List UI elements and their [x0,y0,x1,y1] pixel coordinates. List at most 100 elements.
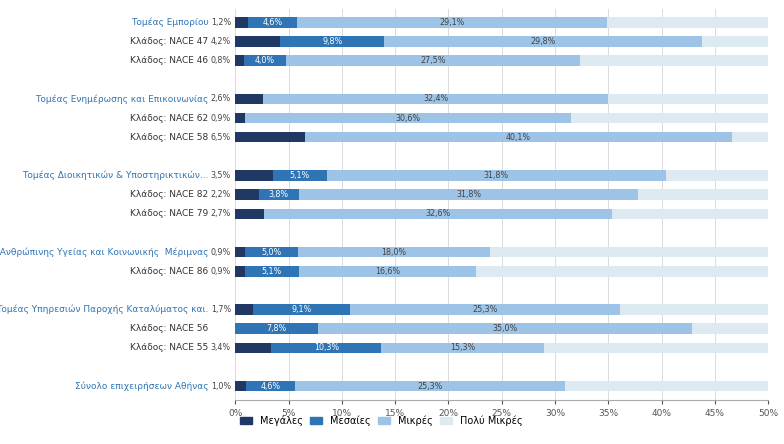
Text: Κλάδος: NACE 55: Κλάδος: NACE 55 [130,343,209,353]
Text: 35,0%: 35,0% [492,324,517,333]
Legend: Μεγάλες, Μεσαίες, Μικρές, Πολύ Μικρές: Μεγάλες, Μεσαίες, Μικρές, Πολύ Μικρές [240,416,523,426]
Text: 0,8%: 0,8% [211,56,231,65]
Bar [638,190,784,200]
Text: 32,4%: 32,4% [423,95,448,103]
Bar [350,304,620,315]
Bar [235,132,304,143]
Bar [245,113,571,123]
Bar [235,381,246,392]
Bar [245,247,298,258]
Text: Κλάδος: NACE 58: Κλάδος: NACE 58 [130,133,209,142]
Text: 29,1%: 29,1% [440,18,465,27]
Bar [235,36,280,47]
Bar [298,247,490,258]
Text: 7,8%: 7,8% [267,324,287,333]
Text: 4,6%: 4,6% [260,382,281,391]
Bar [299,190,638,200]
Bar [235,56,244,66]
Text: 15,3%: 15,3% [450,343,475,353]
Text: 30,6%: 30,6% [395,114,420,123]
Text: 5,0%: 5,0% [261,248,281,257]
Bar [244,56,286,66]
Text: 4,2%: 4,2% [211,37,231,46]
Text: 40,1%: 40,1% [506,133,531,142]
Bar [327,170,666,181]
Text: 0,9%: 0,9% [211,267,231,276]
Text: 1,2%: 1,2% [211,18,231,27]
Bar [318,324,691,334]
Bar [235,17,248,28]
Text: 3,5%: 3,5% [211,171,231,180]
Bar [235,209,264,219]
Bar [732,132,784,143]
Text: 25,3%: 25,3% [417,382,442,391]
Bar [259,190,299,200]
Bar [608,17,784,28]
Text: Κλάδος: NACE 46: Κλάδος: NACE 46 [130,56,209,65]
Bar [263,94,608,104]
Text: 16,6%: 16,6% [375,267,401,276]
Text: Σύνολο επιχειρήσεων Αθήνας: Σύνολο επιχειρήσεων Αθήνας [75,381,209,391]
Text: 1,0%: 1,0% [211,382,231,391]
Text: 29,8%: 29,8% [531,37,556,46]
Bar [608,94,784,104]
Text: 5,1%: 5,1% [262,267,282,276]
Text: Τομέας Υπηρεσιών Παροχής Καταλύματος και.: Τομέας Υπηρεσιών Παροχής Καταλύματος και… [0,305,209,314]
Text: Κλάδος: NACE 86: Κλάδος: NACE 86 [130,267,209,276]
Bar [235,324,318,334]
Text: 4,6%: 4,6% [263,18,282,27]
Bar [476,266,784,277]
Text: 1,7%: 1,7% [211,305,231,314]
Text: 3,8%: 3,8% [269,190,289,199]
Bar [544,343,784,353]
Bar [571,113,784,123]
Bar [666,170,784,181]
Text: 2,6%: 2,6% [211,95,231,103]
Text: 6,5%: 6,5% [211,133,231,142]
Bar [384,36,702,47]
Text: 4,0%: 4,0% [255,56,275,65]
Bar [273,170,327,181]
Text: 2,2%: 2,2% [211,190,231,199]
Text: 27,5%: 27,5% [420,56,446,65]
Text: Κλάδος: NACE 62: Κλάδος: NACE 62 [130,114,209,123]
Text: Τομέας Ανθρώπινης Υγείας και Κοινωνικής  Μέριμνας: Τομέας Ανθρώπινης Υγείας και Κοινωνικής … [0,247,209,257]
Text: 9,1%: 9,1% [292,305,312,314]
Bar [295,381,564,392]
Bar [271,343,381,353]
Bar [280,36,384,47]
Bar [702,36,784,47]
Text: Τομέας Ενημέρωσης και Επικοινωνίας: Τομέας Ενημέρωσης και Επικοινωνίας [35,94,209,103]
Text: 3,4%: 3,4% [211,343,231,353]
Text: 31,8%: 31,8% [456,190,481,199]
Bar [235,266,245,277]
Text: Κλάδος: NACE 56: Κλάδος: NACE 56 [130,324,209,333]
Bar [248,17,297,28]
Text: 9,8%: 9,8% [322,37,343,46]
Text: Τομέας Διοικητικών & Υποστηρικτικών...: Τομέας Διοικητικών & Υποστηρικτικών... [22,171,209,180]
Bar [297,17,608,28]
Bar [286,56,579,66]
Bar [579,56,784,66]
Bar [620,304,784,315]
Text: Τομέας Εμπορίου: Τομέας Εμπορίου [131,17,209,27]
Bar [235,170,273,181]
Bar [235,247,245,258]
Text: 18,0%: 18,0% [382,248,407,257]
Bar [245,266,299,277]
Bar [235,113,245,123]
Bar [691,324,784,334]
Bar [381,343,544,353]
Text: 2,7%: 2,7% [211,209,231,218]
Text: 32,6%: 32,6% [425,209,451,218]
Bar [235,94,263,104]
Bar [564,381,784,392]
Bar [264,209,612,219]
Text: 31,8%: 31,8% [484,171,509,180]
Text: 25,3%: 25,3% [473,305,498,314]
Bar [490,247,784,258]
Bar [235,343,271,353]
Text: Κλάδος: NACE 47: Κλάδος: NACE 47 [130,37,209,46]
Bar [235,190,259,200]
Text: 5,1%: 5,1% [289,171,310,180]
